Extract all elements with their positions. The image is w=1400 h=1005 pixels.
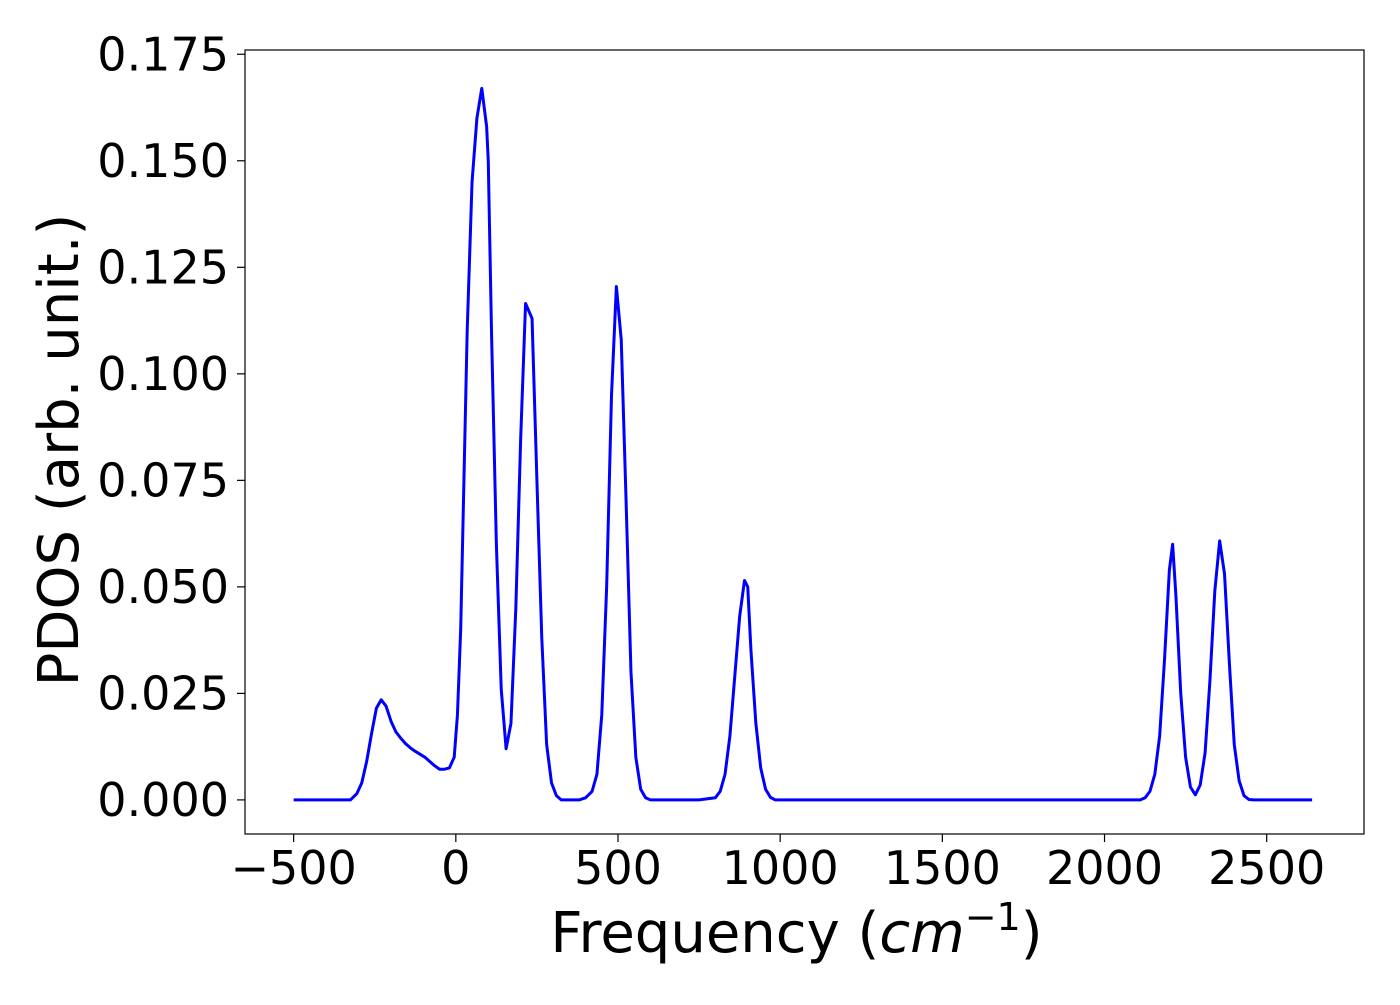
x-tick-label: 1000 <box>722 841 839 895</box>
x-axis-title-paren-open: ( <box>840 901 880 966</box>
axes-frame <box>244 49 1365 835</box>
plot-area <box>293 86 1313 802</box>
y-tick-label: 0.150 <box>97 134 229 188</box>
y-tick-label: 0.050 <box>97 560 229 614</box>
x-axis-ticks: −500 0 500 1000 1500 2000 2500 <box>230 834 1325 895</box>
y-tick-label: 0.100 <box>97 347 229 401</box>
y-tick-label: 0.175 <box>97 27 229 81</box>
x-tick-label: 2500 <box>1208 841 1325 895</box>
y-axis-title: PDOS (arb. unit.) <box>27 214 92 687</box>
x-axis-title-paren-close: ) <box>1021 901 1043 966</box>
x-axis-title: Frequency (cm−1) <box>550 895 1042 966</box>
y-tick-label: 0.075 <box>97 453 229 507</box>
x-axis-unit-base: cm <box>879 901 964 966</box>
x-tick-label: 1500 <box>884 841 1001 895</box>
x-tick-label: 2000 <box>1046 841 1163 895</box>
x-tick-label: 500 <box>574 841 662 895</box>
pdos-series-line <box>293 86 1313 802</box>
y-tick-label: 0.000 <box>97 773 229 827</box>
y-tick-label: 0.125 <box>97 240 229 294</box>
y-axis-ticks: 0.000 0.025 0.050 0.075 0.100 0.125 0.150 0.175 <box>97 27 245 827</box>
x-axis-unit-exponent: −1 <box>965 895 1021 939</box>
x-axis-title-text: Frequency <box>550 901 839 966</box>
x-tick-label: −500 <box>230 841 356 895</box>
x-tick-label: 0 <box>441 841 470 895</box>
y-tick-label: 0.025 <box>97 666 229 720</box>
